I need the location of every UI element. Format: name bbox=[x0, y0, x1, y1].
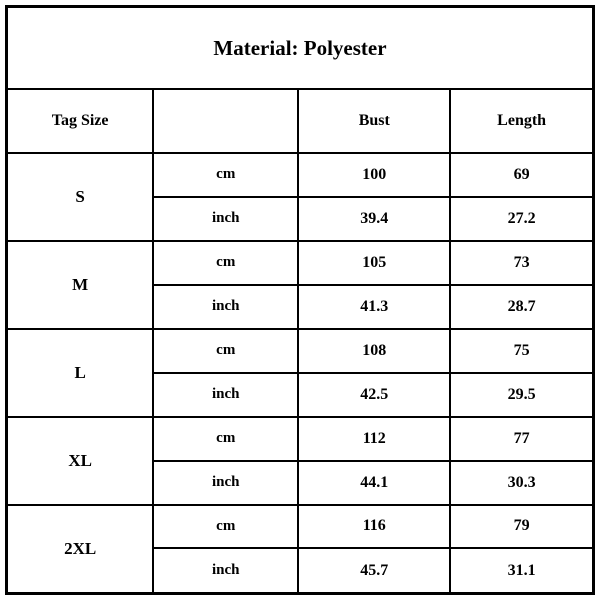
value-cell-length: 31.1 bbox=[449, 547, 595, 595]
size-chart-table: Material: Polyester Tag Size Bust Length… bbox=[5, 5, 595, 595]
value-cell-length: 79 bbox=[449, 503, 595, 550]
value-cell-bust: 116 bbox=[297, 503, 452, 550]
value-cell-bust: 112 bbox=[297, 415, 452, 462]
size-label-xl: XL bbox=[5, 415, 155, 506]
value-cell-bust: 42.5 bbox=[297, 371, 452, 418]
value-cell-length: 29.5 bbox=[449, 371, 595, 418]
unit-label-cm: cm bbox=[152, 415, 300, 462]
value-cell-bust: 45.7 bbox=[297, 547, 452, 595]
size-label-m: M bbox=[5, 239, 155, 330]
table-row: inch 41.3 28.7 bbox=[7, 283, 595, 330]
size-label-2xl: 2XL bbox=[5, 503, 155, 595]
size-label-s: S bbox=[5, 152, 155, 242]
size-label-l: L bbox=[5, 327, 155, 418]
table-row: inch 45.7 31.1 bbox=[7, 547, 595, 595]
value-cell-length: 30.3 bbox=[449, 459, 595, 506]
value-cell-bust: 39.4 bbox=[297, 195, 452, 242]
unit-label-inch: inch bbox=[152, 283, 300, 330]
table-row: inch 39.4 27.2 bbox=[7, 195, 595, 242]
column-header-tag-size: Tag Size bbox=[5, 88, 155, 154]
table-row: M cm 105 73 bbox=[5, 239, 595, 330]
unit-label-inch: inch bbox=[152, 459, 300, 506]
value-cell-length: 73 bbox=[449, 239, 595, 286]
unit-label-cm: cm bbox=[152, 239, 300, 286]
value-cell-length: 75 bbox=[449, 327, 595, 374]
unit-label-inch: inch bbox=[152, 195, 300, 242]
table-row: inch 42.5 29.5 bbox=[7, 371, 595, 418]
value-cell-bust: 44.1 bbox=[297, 459, 452, 506]
value-cell-length: 27.2 bbox=[449, 195, 595, 242]
value-cell-length: 69 bbox=[449, 152, 595, 198]
value-cell-length: 77 bbox=[449, 415, 595, 462]
table-row: 2XL cm 116 79 bbox=[5, 503, 595, 595]
column-header-bust: Bust bbox=[297, 88, 452, 154]
value-cell-length: 28.7 bbox=[449, 283, 595, 330]
value-cell-bust: 108 bbox=[297, 327, 452, 374]
table-row: inch 44.1 30.3 bbox=[7, 459, 595, 506]
value-cell-bust: 41.3 bbox=[297, 283, 452, 330]
value-cell-bust: 105 bbox=[297, 239, 452, 286]
table-row: L cm 108 75 bbox=[5, 327, 595, 418]
table-title: Material: Polyester bbox=[5, 5, 595, 90]
column-header-unit-blank bbox=[152, 88, 300, 154]
value-cell-bust: 100 bbox=[297, 152, 452, 198]
header-row: Tag Size Bust Length bbox=[5, 88, 595, 154]
unit-label-cm: cm bbox=[152, 327, 300, 374]
table-row: XL cm 112 77 bbox=[5, 415, 595, 506]
title-row: Material: Polyester bbox=[5, 5, 595, 90]
column-header-length: Length bbox=[449, 88, 595, 154]
unit-label-inch: inch bbox=[152, 547, 300, 595]
unit-label-cm: cm bbox=[152, 152, 300, 198]
table-row: S cm 100 69 bbox=[5, 152, 595, 242]
unit-label-cm: cm bbox=[152, 503, 300, 550]
unit-label-inch: inch bbox=[152, 371, 300, 418]
